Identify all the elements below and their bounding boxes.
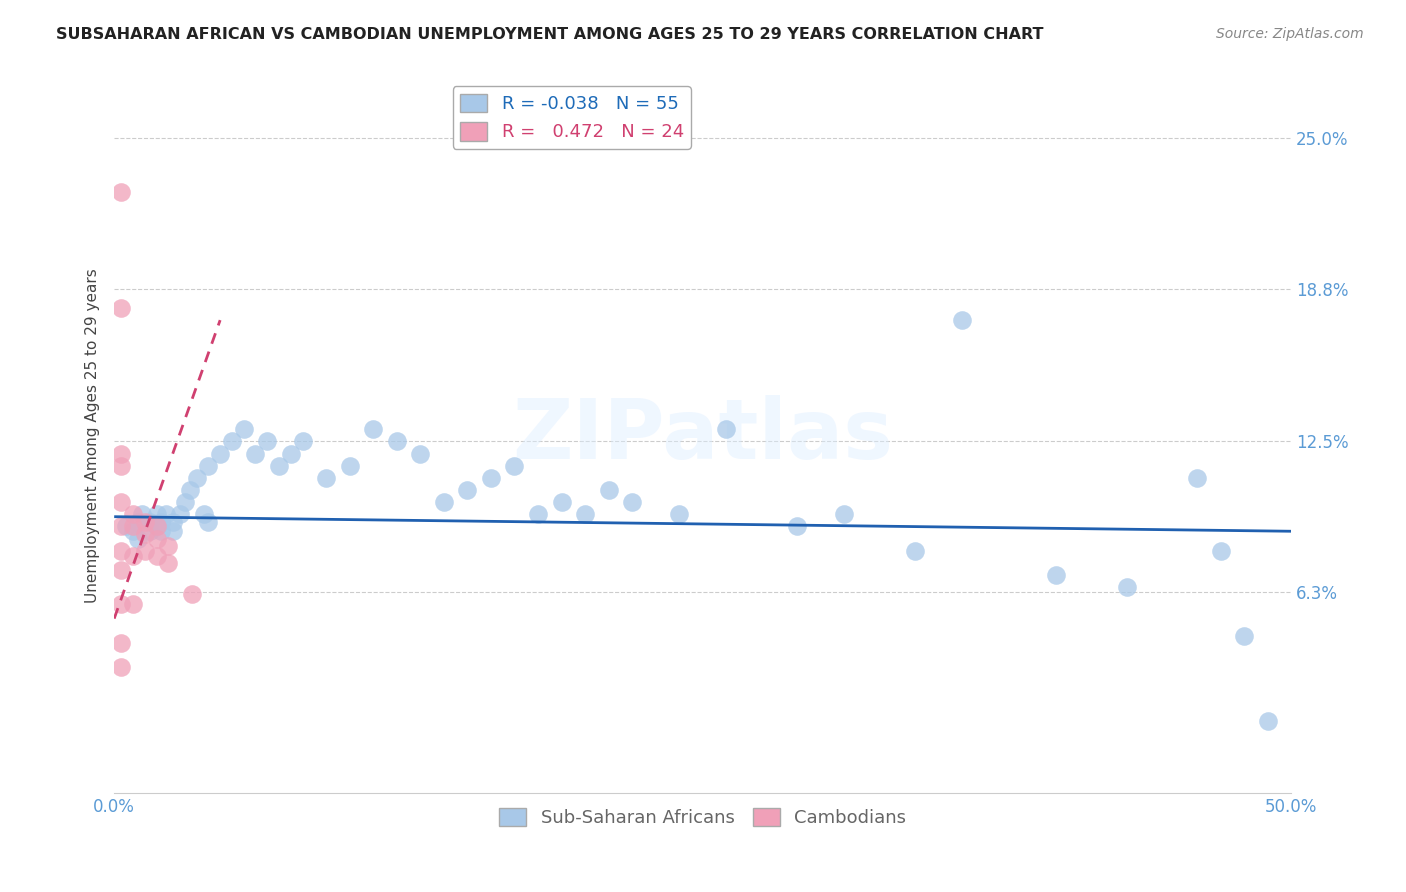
Point <box>503 458 526 473</box>
Point <box>162 524 184 539</box>
Point <box>479 471 502 485</box>
Point <box>145 532 167 546</box>
Point <box>169 508 191 522</box>
Point <box>145 549 167 563</box>
Y-axis label: Unemployment Among Ages 25 to 29 years: Unemployment Among Ages 25 to 29 years <box>86 268 100 603</box>
Point <box>193 508 215 522</box>
Point <box>786 519 808 533</box>
Text: ZIPatlas: ZIPatlas <box>512 395 893 476</box>
Point <box>110 636 132 650</box>
Point <box>110 185 132 199</box>
Point <box>186 471 208 485</box>
Point <box>134 515 156 529</box>
Point <box>157 556 180 570</box>
Point <box>138 515 160 529</box>
Point <box>621 495 644 509</box>
Point <box>221 434 243 449</box>
Point <box>134 543 156 558</box>
Point <box>1209 543 1232 558</box>
Point <box>950 313 973 327</box>
Point <box>122 519 145 533</box>
Point <box>157 539 180 553</box>
Point <box>598 483 620 497</box>
Point <box>110 519 132 533</box>
Point <box>110 301 132 315</box>
Point <box>232 422 254 436</box>
Point <box>267 458 290 473</box>
Point <box>122 597 145 611</box>
Point <box>527 508 550 522</box>
Point <box>385 434 408 449</box>
Point <box>127 532 149 546</box>
Point <box>110 563 132 577</box>
Point <box>173 495 195 509</box>
Point <box>180 587 202 601</box>
Point <box>433 495 456 509</box>
Point <box>1233 629 1256 643</box>
Point <box>110 597 132 611</box>
Point <box>110 543 132 558</box>
Point <box>339 458 361 473</box>
Point <box>127 515 149 529</box>
Text: Source: ZipAtlas.com: Source: ZipAtlas.com <box>1216 27 1364 41</box>
Point <box>1045 568 1067 582</box>
Point <box>150 515 173 529</box>
Point <box>145 519 167 533</box>
Point <box>197 458 219 473</box>
Point <box>256 434 278 449</box>
Point <box>574 508 596 522</box>
Point <box>110 660 132 674</box>
Point <box>550 495 572 509</box>
Legend: Sub-Saharan Africans, Cambodians: Sub-Saharan Africans, Cambodians <box>492 801 914 834</box>
Point <box>280 447 302 461</box>
Point <box>150 524 173 539</box>
Point <box>716 422 738 436</box>
Point <box>122 524 145 539</box>
Point <box>162 515 184 529</box>
Point <box>145 508 167 522</box>
Point <box>115 519 138 533</box>
Point <box>245 447 267 461</box>
Point <box>197 515 219 529</box>
Point <box>122 508 145 522</box>
Point <box>145 519 167 533</box>
Point <box>134 526 156 541</box>
Point <box>179 483 201 497</box>
Point <box>1257 714 1279 728</box>
Point <box>832 508 855 522</box>
Text: SUBSAHARAN AFRICAN VS CAMBODIAN UNEMPLOYMENT AMONG AGES 25 TO 29 YEARS CORRELATI: SUBSAHARAN AFRICAN VS CAMBODIAN UNEMPLOY… <box>56 27 1043 42</box>
Point <box>155 508 177 522</box>
Point <box>1115 580 1137 594</box>
Point <box>110 458 132 473</box>
Point <box>361 422 384 436</box>
Point <box>131 508 153 522</box>
Point <box>291 434 314 449</box>
Point <box>209 447 232 461</box>
Point <box>315 471 337 485</box>
Point <box>110 495 132 509</box>
Point <box>138 524 160 539</box>
Point <box>110 447 132 461</box>
Point <box>409 447 432 461</box>
Point <box>122 549 145 563</box>
Point <box>1185 471 1208 485</box>
Point <box>456 483 478 497</box>
Point <box>904 543 927 558</box>
Point <box>668 508 690 522</box>
